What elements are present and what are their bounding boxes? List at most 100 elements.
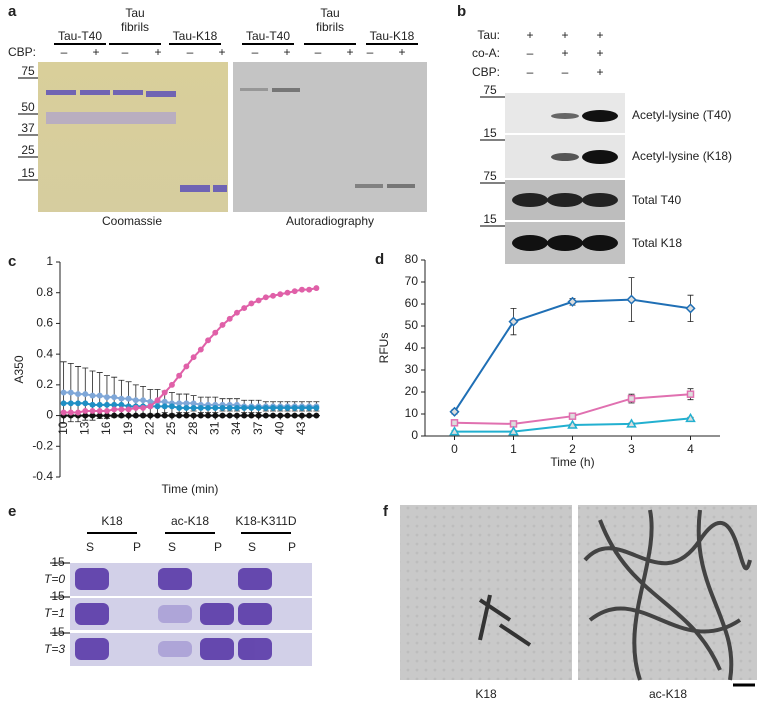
x-tick-label: 34 [229, 421, 243, 435]
point [190, 404, 197, 411]
point [248, 404, 255, 411]
point [509, 420, 518, 428]
point [140, 397, 147, 404]
point [147, 412, 154, 419]
point [449, 426, 460, 436]
series-line [453, 298, 691, 413]
point [82, 412, 89, 419]
point [212, 412, 219, 419]
point [111, 401, 118, 408]
y-tick-label: -0.2 [32, 438, 53, 452]
panel-label: e [8, 503, 16, 520]
point [291, 288, 298, 295]
point [450, 419, 459, 427]
marker: 15 [51, 555, 65, 569]
point [103, 408, 110, 414]
point [197, 346, 204, 353]
point [306, 404, 313, 411]
caption: ac-K18 [649, 687, 687, 701]
point [111, 412, 118, 419]
point [233, 412, 240, 419]
point [685, 412, 696, 423]
marker: 75 [483, 169, 497, 183]
y-tick-label: 0.4 [36, 346, 53, 360]
point [89, 401, 96, 408]
point [306, 286, 313, 293]
y-axis-title: RFUs [377, 333, 391, 364]
x-tick-label: 0 [451, 442, 458, 456]
point [161, 412, 168, 419]
point [82, 400, 89, 407]
point [277, 404, 284, 411]
group-label: Tau-T40 [58, 29, 102, 43]
cbp-sign: + [346, 45, 353, 59]
point [75, 409, 82, 416]
panel-a-art [38, 62, 427, 212]
x-tick-label: 13 [77, 421, 91, 435]
caption: Coomassie [102, 214, 162, 228]
point [255, 404, 262, 411]
point [183, 404, 190, 411]
point [241, 404, 248, 411]
x-tick-label: 43 [294, 421, 308, 435]
point [111, 394, 118, 401]
point [161, 403, 168, 410]
point [176, 404, 183, 411]
cbp-sign: – [61, 45, 68, 59]
caption: Autoradiography [286, 214, 374, 228]
fraction: P [133, 540, 141, 554]
y-tick-label: 80 [405, 252, 419, 266]
point [96, 412, 103, 419]
x-tick-label: 3 [628, 442, 635, 456]
point [568, 412, 577, 420]
point [118, 406, 125, 413]
point [306, 412, 313, 419]
panel-f-art [400, 505, 757, 687]
cbp-sign: – [252, 45, 259, 59]
point [197, 404, 204, 411]
point [298, 404, 305, 411]
point [248, 300, 255, 307]
group-label: K18-K311D [235, 514, 296, 528]
y-tick-label: 0.8 [36, 285, 53, 299]
point [176, 412, 183, 419]
row-label: CBP: [472, 65, 500, 79]
point [212, 404, 219, 411]
point [168, 403, 175, 410]
point [449, 406, 460, 417]
marker: 15 [51, 589, 65, 603]
sign: – [527, 46, 534, 60]
row-label: T=0 [44, 572, 65, 586]
point [284, 289, 291, 296]
panel-label: c [8, 253, 16, 270]
x-tick-label: 37 [251, 421, 265, 435]
point [262, 404, 269, 411]
point [248, 412, 255, 419]
point [132, 397, 139, 404]
group-label: Tau-T40 [246, 29, 290, 43]
point [262, 412, 269, 419]
point [140, 412, 147, 419]
point [685, 303, 696, 314]
point [226, 315, 233, 322]
fraction: S [168, 540, 176, 554]
point [60, 400, 67, 407]
point [67, 400, 74, 407]
point [508, 316, 519, 327]
point [298, 412, 305, 419]
marker: 50 [21, 100, 35, 114]
row-label: T=3 [44, 642, 65, 656]
cbp-sign: – [315, 45, 322, 59]
group-label: Tau fibrils [316, 6, 344, 34]
y-tick-label: 20 [405, 384, 419, 398]
x-tick-label: 40 [272, 421, 286, 435]
point [125, 412, 132, 419]
point [197, 412, 204, 419]
point [140, 404, 147, 411]
fraction: S [248, 540, 256, 554]
point [219, 404, 226, 411]
cbp-sign: + [218, 45, 225, 59]
point [313, 412, 320, 419]
point [313, 404, 320, 411]
